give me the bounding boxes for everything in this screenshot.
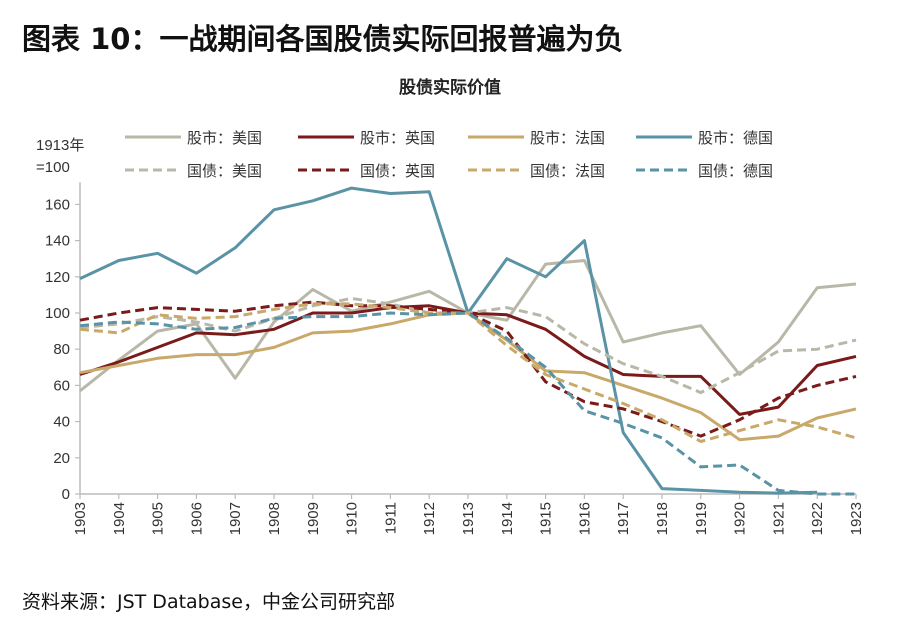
y-tick-label: 100: [45, 305, 70, 322]
x-tick-label: 1908: [266, 502, 283, 535]
y-tick-label: 20: [53, 450, 70, 467]
x-tick-label: 1913: [460, 502, 477, 535]
source-note: 资料来源：JST Database，中金公司研究部: [22, 591, 395, 613]
x-tick-label: 1910: [344, 502, 361, 535]
series-line-4: [79, 186, 818, 495]
legend-label: 股市：英国: [360, 129, 435, 147]
series-line-6: [79, 300, 857, 438]
y-tick-label: 120: [45, 269, 70, 286]
y-tick-label: 80: [53, 341, 70, 358]
legend-label: 股市：美国: [187, 129, 262, 147]
y-axis-label-line2: =100: [36, 159, 70, 176]
x-tick-label: 1915: [538, 502, 555, 535]
x-tick-label: 1917: [615, 502, 632, 535]
x-tick-label: 1907: [227, 502, 244, 535]
y-tick-label: 40: [53, 414, 70, 431]
x-tick-label: 1922: [809, 502, 826, 535]
legend-label: 国债：英国: [360, 162, 435, 180]
x-tick-label: 1914: [499, 502, 516, 535]
x-tick-label: 1911: [382, 502, 399, 534]
legend-label: 股市：法国: [530, 129, 605, 147]
x-tick-label: 1903: [72, 502, 89, 535]
axes: 0 20 40 60 80 100 120 140 160 1903 1904 1905 1906 190…: [45, 182, 865, 535]
x-tick-label: 1923: [848, 502, 865, 535]
x-tick-label: 1920: [732, 502, 749, 535]
y-tick-label: 60: [53, 377, 70, 394]
x-tick-label: 1916: [576, 502, 593, 535]
figure-title: 图表 10：一战期间各国股债实际回报普遍为负: [22, 22, 624, 56]
y-tick-label: 140: [45, 233, 70, 250]
x-tick-label: 1912: [421, 502, 438, 535]
legend-label: 国债：德国: [698, 162, 773, 180]
series-group: [79, 186, 857, 496]
y-tick-label: 160: [45, 196, 70, 213]
legend-label: 国债：法国: [530, 162, 605, 180]
x-tick-label: 1906: [188, 502, 205, 535]
line-chart: 股债实际价值 1913年 =100 股市：美国 股市：英国 股市：法国 股市：德国国债…: [36, 77, 865, 535]
x-tick-label: 1918: [654, 502, 671, 535]
series-line-8: [79, 311, 856, 496]
series-line-7: [79, 302, 857, 443]
chart-title: 股债实际价值: [399, 77, 501, 98]
x-tick-label: 1919: [693, 502, 710, 535]
x-tick-label: 1905: [150, 502, 167, 535]
legend-label: 国债：美国: [187, 162, 262, 180]
x-tick-label: 1904: [111, 502, 128, 535]
legend-label: 股市：德国: [698, 129, 773, 147]
y-tick-label: 0: [62, 486, 70, 503]
y-axis-label-line1: 1913年: [36, 137, 84, 154]
x-tick-label: 1909: [305, 502, 322, 535]
x-tick-label: 1921: [770, 502, 787, 535]
